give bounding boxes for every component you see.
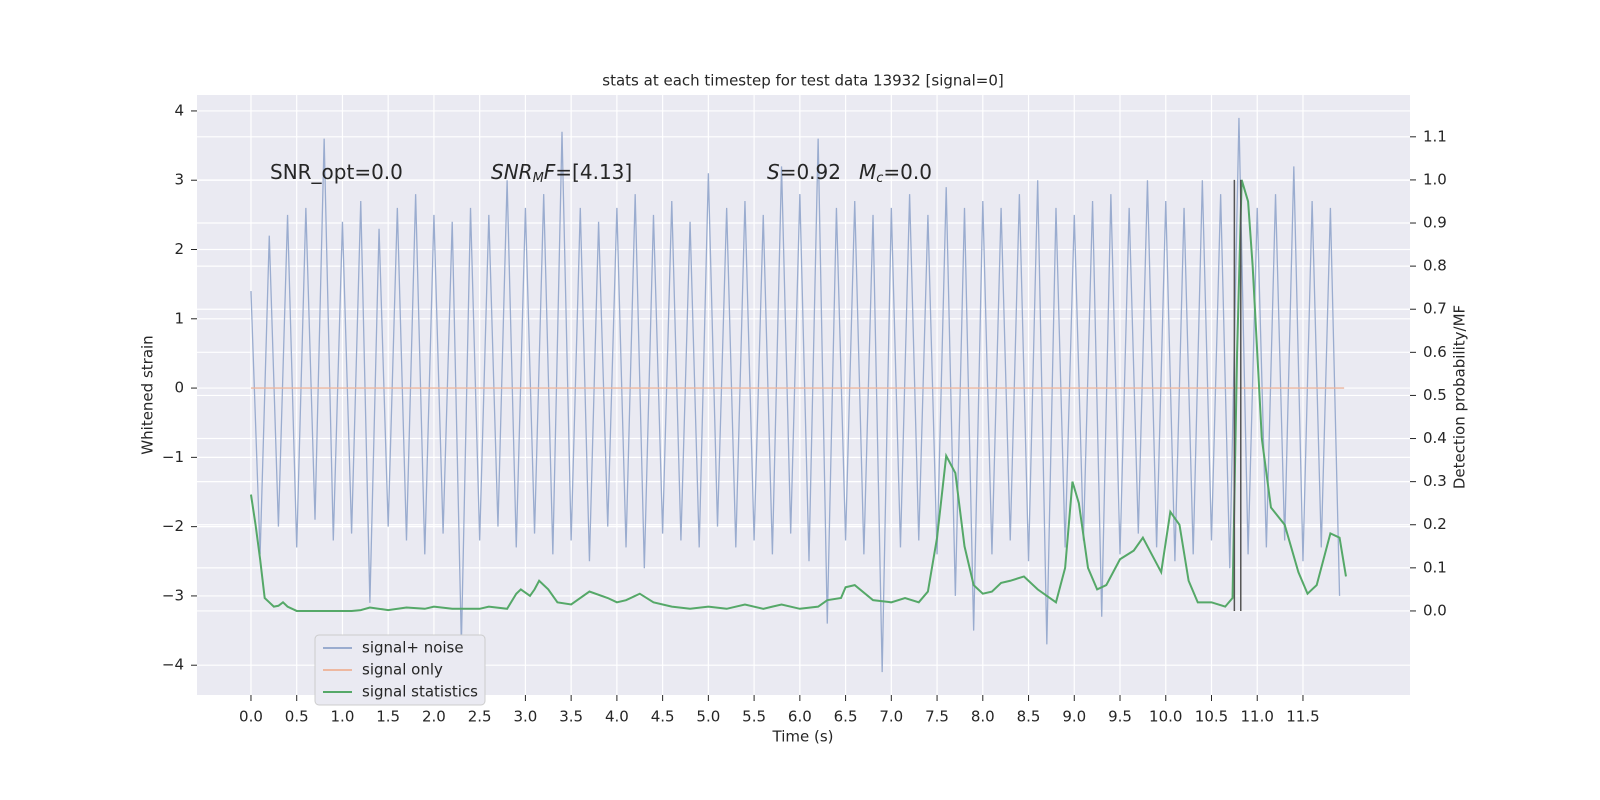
x-tick-label: 2.5 (468, 708, 492, 726)
x-tick-label: 0.5 (285, 708, 309, 726)
y2-tick-label: 0.0 (1423, 601, 1447, 619)
x-axis-label: Time (s) (772, 728, 834, 746)
y2-tick-label: 0.9 (1423, 214, 1447, 232)
annotation-part: c (876, 171, 883, 186)
annotation-part: S (767, 160, 780, 184)
x-tick-label: 9.0 (1062, 708, 1086, 726)
series-line (250, 117, 1341, 673)
annotation-part: M (859, 160, 876, 184)
series-line (249, 179, 1347, 612)
y-tick-label: −4 (162, 656, 184, 674)
x-tick-label: 6.0 (788, 708, 812, 726)
y2-tick-label: 0.5 (1423, 386, 1447, 404)
annotation-part: SNR_opt=0.0 (270, 160, 403, 184)
annotation-part: F (544, 160, 556, 184)
y-tick-label: 3 (174, 171, 184, 189)
x-tick-label: 10.5 (1195, 708, 1228, 726)
annotation-part: =0.92 (780, 160, 841, 184)
annotation: Mc=0.0 (859, 160, 932, 186)
annotation-part: SNR (491, 160, 533, 184)
y2-tick-label: 0.3 (1423, 472, 1447, 490)
y-tick-label: −3 (162, 586, 184, 604)
y-tick-label: −2 (162, 517, 184, 535)
x-tick-label: 5.5 (742, 708, 766, 726)
annotation: SNR_opt=0.0 (270, 160, 403, 184)
x-tick-label: 1.0 (331, 708, 355, 726)
legend-box (314, 634, 486, 706)
x-tick-label: 6.5 (834, 708, 858, 726)
legend-label: signal only (362, 661, 443, 679)
x-tick-label: 5.0 (696, 708, 720, 726)
x-tick-label: 11.0 (1241, 708, 1274, 726)
y2-tick-label: 0.7 (1423, 300, 1447, 318)
x-tick-label: 7.5 (925, 708, 949, 726)
y2-tick-label: 1.0 (1423, 170, 1447, 188)
y-tick-label: 2 (174, 240, 184, 258)
y-tick-label: 1 (174, 309, 184, 327)
x-tick-label: 4.5 (651, 708, 675, 726)
x-tick-label: 9.5 (1108, 708, 1132, 726)
legend-label: signal statistics (362, 683, 478, 701)
x-tick-label: 4.0 (605, 708, 629, 726)
x-tick-label: 7.0 (879, 708, 903, 726)
x-tick-label: 3.0 (513, 708, 537, 726)
chart-title: stats at each timestep for test data 139… (602, 72, 1003, 90)
y2-tick-label: 1.1 (1423, 127, 1447, 145)
y2-axis-label: Detection probability/MF (1451, 305, 1469, 489)
y2-tick-label: 0.8 (1423, 257, 1447, 275)
y2-tick-label: 0.6 (1423, 343, 1447, 361)
x-tick-label: 3.5 (559, 708, 583, 726)
y2-tick-label: 0.2 (1423, 515, 1447, 533)
annotation-part: =[4.13] (555, 160, 632, 184)
annotation-part: =0.0 (883, 160, 932, 184)
annotation-part: M (533, 171, 544, 186)
y-tick-label: −1 (162, 448, 184, 466)
annotation: SNRMF=[4.13] (491, 160, 632, 186)
x-tick-label: 1.5 (376, 708, 400, 726)
y-tick-label: 0 (174, 379, 184, 397)
x-tick-label: 11.5 (1286, 708, 1319, 726)
y-tick-label: 4 (174, 101, 184, 119)
legend-label: signal+ noise (362, 639, 464, 657)
x-tick-label: 10.0 (1149, 708, 1182, 726)
y2-tick-label: 0.4 (1423, 429, 1447, 447)
x-tick-label: 0.0 (239, 708, 263, 726)
x-tick-label: 2.0 (422, 708, 446, 726)
y-axis-label: Whitened strain (139, 335, 157, 454)
x-tick-label: 8.0 (971, 708, 995, 726)
annotation: S=0.92 (767, 160, 841, 184)
y2-tick-label: 0.1 (1423, 558, 1447, 576)
x-tick-label: 8.5 (1017, 708, 1041, 726)
